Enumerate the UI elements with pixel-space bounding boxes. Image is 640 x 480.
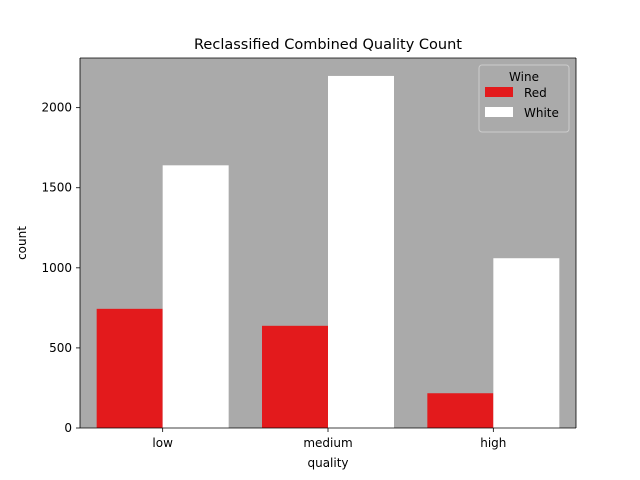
y-tick-label: 1000 (41, 261, 72, 275)
y-ticks-group: 0 500 1000 1500 2000 (41, 101, 80, 435)
legend-swatch-white (485, 107, 513, 117)
bar-white-low (162, 165, 229, 428)
bar-white-high (493, 258, 560, 428)
x-ticks-group: low medium high (152, 428, 506, 450)
legend-label-red: Red (524, 86, 547, 100)
bar-red-high (427, 393, 494, 428)
legend-swatch-red (485, 87, 513, 97)
legend-label-white: White (524, 106, 559, 120)
y-axis-label: count (15, 226, 29, 260)
legend: Wine Red White (478, 64, 570, 133)
legend-title: Wine (509, 70, 539, 84)
y-tick-label: 2000 (41, 101, 72, 115)
x-tick-label: medium (303, 436, 352, 450)
bar-white-medium (328, 75, 394, 428)
x-tick-label: high (480, 436, 506, 450)
x-tick-label: low (152, 436, 173, 450)
bar-red-low (96, 308, 163, 428)
y-tick-label: 1500 (41, 181, 72, 195)
x-axis-label: quality (307, 456, 348, 470)
y-tick-label: 500 (49, 341, 72, 355)
chart-title: Reclassified Combined Quality Count (194, 37, 462, 53)
bar-red-medium (262, 325, 328, 428)
y-tick-label: 0 (64, 421, 72, 435)
bars-group (96, 75, 560, 428)
